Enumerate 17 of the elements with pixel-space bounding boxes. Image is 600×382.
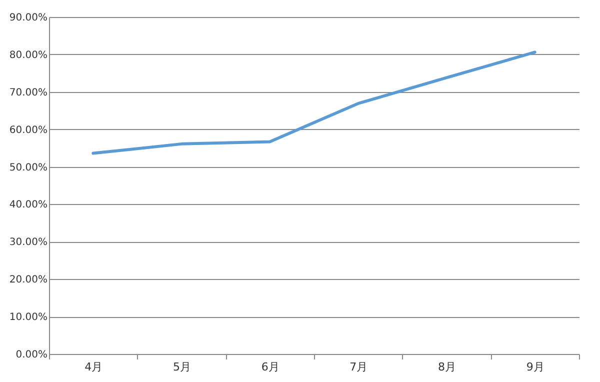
x-tick-label: 4月 [84,360,103,374]
y-tick-label: 80.00% [9,50,48,61]
y-tick-label: 40.00% [9,200,48,211]
y-tick-label: 60.00% [9,124,48,136]
y-tick-label: 90.00% [9,12,48,24]
y-tick-label: 50.00% [9,162,48,174]
x-tick-label: 5月 [173,360,191,374]
x-tick-label: 7月 [350,360,368,374]
y-tick-label: 0.00% [16,350,48,360]
y-tick-label: 30.00% [9,237,48,248]
y-tick-label: 70.00% [9,87,48,98]
x-tick-label: 9月 [526,360,544,374]
x-tick-label: 8月 [438,360,456,374]
line-series [92,50,536,155]
y-tick-label: 10.00% [9,312,48,324]
y-tick-label: 20.00% [9,274,48,286]
x-tick-label: 6月 [261,360,280,374]
